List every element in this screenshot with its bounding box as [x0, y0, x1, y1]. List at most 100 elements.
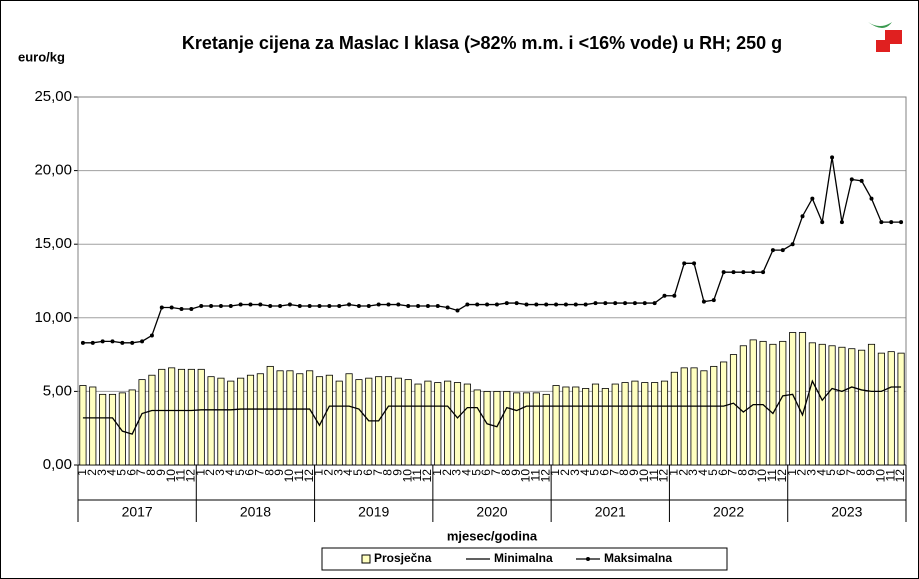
marker [149, 333, 154, 338]
x-tick-label: 10 [519, 469, 533, 483]
bar [720, 361, 728, 466]
marker [899, 220, 904, 225]
x-tick-label: 1 [785, 469, 799, 476]
bar [394, 377, 402, 466]
marker [209, 304, 214, 309]
x-tick-label: 6 [361, 469, 375, 476]
bar [463, 383, 471, 466]
marker [790, 242, 795, 247]
bar [621, 382, 629, 466]
marker [731, 270, 736, 275]
marker [563, 302, 568, 307]
marker [662, 293, 667, 298]
marker [406, 304, 411, 309]
bar [99, 393, 107, 466]
marker [376, 302, 381, 307]
marker [593, 301, 598, 306]
legend-label: Minimalna [494, 551, 553, 565]
x-tick-label: 3 [213, 469, 227, 476]
bar [325, 374, 333, 466]
x-tick-label: 3 [805, 469, 819, 476]
marker [879, 220, 884, 225]
bar [877, 352, 885, 466]
marker [504, 301, 509, 306]
bar [217, 377, 225, 466]
x-tick-label: 9 [509, 469, 523, 476]
year-label: 2019 [358, 504, 389, 520]
marker [554, 302, 559, 307]
x-tick-label: 3 [686, 469, 700, 476]
x-tick-label: 8 [381, 469, 395, 476]
bar [858, 349, 866, 466]
bar [631, 380, 639, 466]
marker [258, 302, 263, 307]
bar [867, 343, 876, 466]
x-tick-label: 8 [144, 469, 158, 476]
x-tick-label: 4 [223, 469, 237, 476]
x-tick-label: 4 [105, 469, 119, 476]
marker [199, 304, 204, 309]
bar [828, 345, 836, 466]
marker [642, 301, 647, 306]
y-tick-label: 15,00 [34, 235, 72, 252]
x-tick-label: 7 [844, 469, 858, 476]
x-tick-label: 4 [460, 469, 474, 476]
bar [108, 393, 117, 466]
bar [848, 348, 856, 466]
x-tick-label: 2 [440, 469, 454, 476]
x-tick-label: 10 [400, 469, 414, 483]
bar [572, 386, 580, 466]
marker [839, 220, 844, 225]
bar [414, 383, 422, 466]
x-tick-label: 3 [450, 469, 464, 476]
x-tick-label: 5 [115, 469, 129, 476]
bar [118, 392, 126, 466]
x-tick-label: 3 [568, 469, 582, 476]
marker [287, 302, 292, 307]
x-tick-label: 6 [598, 469, 612, 476]
x-tick-label: 12 [184, 469, 198, 483]
x-tick-label: 8 [262, 469, 276, 476]
marker [524, 302, 529, 307]
x-tick-label: 6 [716, 469, 730, 476]
x-tick-label: 12 [775, 469, 789, 483]
marker [573, 302, 578, 307]
bar [808, 342, 816, 466]
bar [306, 370, 314, 466]
bar [384, 376, 393, 466]
marker [800, 214, 805, 219]
marker [396, 302, 401, 307]
legend-label: Maksimalna [604, 551, 672, 565]
bar [670, 371, 678, 466]
marker [140, 339, 145, 344]
x-tick-label: 9 [864, 469, 878, 476]
bar [286, 370, 294, 466]
marker [416, 304, 421, 309]
bar [818, 343, 826, 466]
marker [849, 177, 854, 182]
bar [739, 345, 747, 466]
bar [256, 373, 264, 466]
x-tick-label: 2 [558, 469, 572, 476]
x-tick-label: 5 [469, 469, 483, 476]
x-tick-label: 6 [479, 469, 493, 476]
bar [552, 385, 560, 466]
x-tick-label: 11 [647, 469, 661, 482]
marker [761, 270, 766, 275]
marker [652, 301, 657, 306]
bar [651, 382, 659, 466]
x-tick-label: 11 [174, 469, 188, 482]
bar [611, 383, 619, 466]
x-tick-label: 1 [75, 469, 89, 476]
bar [522, 392, 531, 466]
marker [455, 308, 460, 313]
bar [237, 377, 245, 466]
bar [345, 373, 353, 466]
marker [169, 305, 174, 310]
x-tick-label: 2 [85, 469, 99, 476]
marker [603, 301, 608, 306]
marker [120, 340, 125, 345]
marker [228, 304, 233, 309]
